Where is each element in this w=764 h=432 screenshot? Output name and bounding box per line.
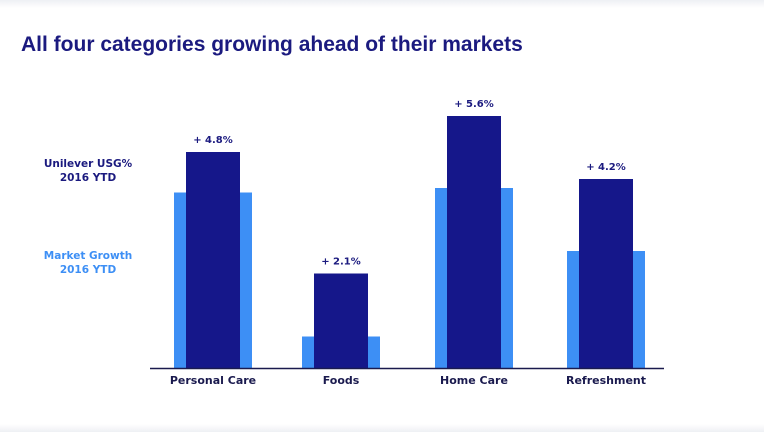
data-label-refreshment: + 4.2%: [586, 162, 626, 173]
bottom-band: [0, 424, 764, 432]
legend-market-growth-line1: Market Growth: [43, 250, 133, 262]
legend-unilever-usg-line2: 2016 YTD: [59, 172, 117, 184]
category-label-home-care: Home Care: [440, 374, 508, 387]
top-band: [0, 0, 764, 8]
category-label-foods: Foods: [323, 374, 360, 387]
legend-market-growth: Market Growth 2016 YTD: [30, 249, 146, 277]
data-label-home-care: + 5.6%: [454, 99, 494, 110]
page-title: All four categories growing ahead of the…: [21, 33, 523, 56]
legend-market-growth-line2: 2016 YTD: [59, 264, 117, 276]
bar-unilever-usg-foods: [314, 273, 368, 368]
data-label-foods: + 2.1%: [321, 257, 361, 268]
category-label-personal-care: Personal Care: [170, 374, 256, 387]
bar-unilever-usg-personal-care: [186, 152, 240, 368]
legend-unilever-usg: Unilever USG% 2016 YTD: [30, 157, 146, 185]
bar-unilever-usg-refreshment: [579, 179, 633, 368]
bar-unilever-usg-home-care: [447, 116, 501, 368]
legend-unilever-usg-line1: Unilever USG%: [43, 158, 133, 170]
data-label-personal-care: + 4.8%: [193, 135, 233, 146]
category-label-refreshment: Refreshment: [566, 374, 646, 387]
